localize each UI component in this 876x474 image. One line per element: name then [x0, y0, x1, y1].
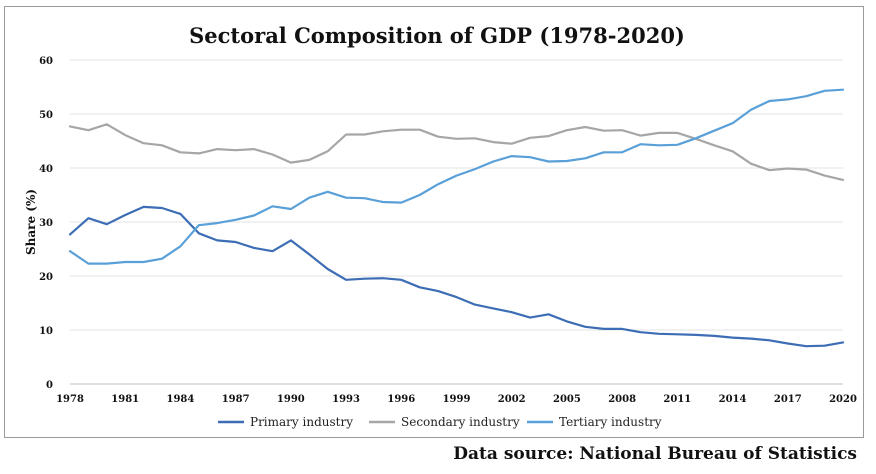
y-tick-label: 30	[39, 218, 53, 229]
y-tick-label: 20	[39, 272, 53, 283]
legend: Primary industry Secondary industry Tertia…	[218, 415, 662, 429]
x-tick-label: 2002	[498, 394, 526, 405]
primary-industry-line	[68, 205, 845, 348]
y-tick-label: 10	[39, 326, 53, 337]
x-tick-label: 1978	[56, 394, 84, 405]
x-tick-label: 2020	[829, 394, 857, 405]
y-tick-label: 50	[39, 110, 53, 121]
x-tick-label: 2008	[608, 394, 636, 405]
x-tick-label: 2017	[774, 394, 802, 405]
y-tick-label: 0	[46, 380, 53, 391]
x-tick-label: 1984	[167, 394, 195, 405]
x-tick-label: 1996	[387, 394, 415, 405]
y-tick-label: 40	[39, 164, 53, 175]
x-tick-label: 1990	[277, 394, 305, 405]
x-tick-label: 1993	[332, 394, 360, 405]
tick-labels: 0 10 20 30 40 50 60 1978 1981 1984 1987 1990 1993 199…	[39, 56, 857, 405]
legend-label-secondary-industry: Secondary industry	[401, 415, 520, 429]
x-tick-label: 1981	[111, 394, 139, 405]
series-layer	[68, 88, 845, 348]
legend-label-primary-industry: Primary industry	[250, 415, 353, 429]
data-source-note: Data source: National Bureau of Statisti…	[453, 444, 857, 464]
x-tick-label: 2005	[553, 394, 581, 405]
x-tick-label: 1999	[443, 394, 471, 405]
secondary-industry-line	[68, 123, 845, 181]
grid-layer	[70, 59, 843, 385]
x-tick-label: 2014	[719, 394, 747, 405]
chart-title: Sectoral Composition of GDP (1978-2020)	[189, 23, 685, 48]
y-tick-label: 60	[39, 56, 53, 67]
x-tick-label: 2011	[663, 394, 691, 405]
legend-label-tertiary-industry: Tertiary industry	[559, 415, 662, 429]
x-tick-label: 1987	[222, 394, 250, 405]
tertiary-industry-line	[68, 88, 845, 265]
y-axis-label: Share (%)	[24, 189, 38, 255]
